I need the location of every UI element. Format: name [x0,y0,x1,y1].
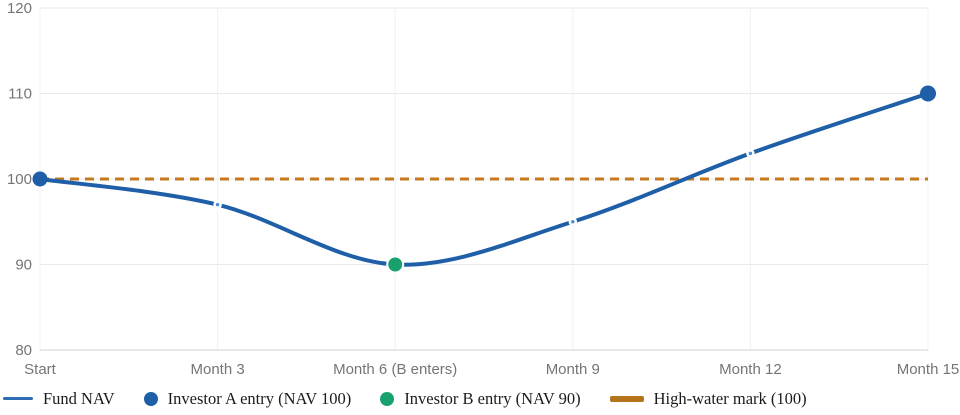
svg-text:Month 6 (B enters): Month 6 (B enters) [333,361,457,378]
legend-item-investor-b[interactable]: Investor B entry (NAV 90) [380,388,581,409]
svg-text:Month 12: Month 12 [719,361,782,378]
legend-label-fund-nav: Fund NAV [43,388,115,408]
svg-text:Month 9: Month 9 [546,361,600,378]
svg-text:110: 110 [8,86,32,103]
legend-label-investor-b: Investor B entry (NAV 90) [404,388,581,408]
legend-item-investor-a[interactable]: Investor A entry (NAV 100) [143,388,352,409]
investor-a-dot-icon [143,391,158,406]
investor-b-dot-icon [380,391,395,406]
high-water-mark-line-swatch-icon [609,395,644,402]
legend-item-high-water-mark[interactable]: High-water mark (100) [609,388,807,409]
legend-label-investor-a: Investor A entry (NAV 100) [167,388,352,408]
svg-text:Month 15: Month 15 [897,361,960,378]
legend-item-fund-nav[interactable]: Fund NAV [3,389,115,409]
nav-line-chart: Start Month 3 Month 6 (B enters) Month 9 Mon… [7,0,960,378]
svg-text:100: 100 [7,171,32,188]
fund-nav-line-swatch-icon [3,397,33,400]
svg-text:Start: Start [24,361,57,378]
chart-legend: Fund NAV Investor A entry (NAV 100) Inve… [0,382,960,415]
svg-text:Month 3: Month 3 [190,361,244,378]
nav-line-chart-canvas: Start Month 3 Month 6 (B enters) Month 9 Mon… [7,0,960,378]
svg-text:80: 80 [15,342,32,359]
svg-text:120: 120 [7,0,32,17]
svg-text:90: 90 [15,257,32,274]
legend-label-high-water-mark: High-water mark (100) [653,388,807,408]
